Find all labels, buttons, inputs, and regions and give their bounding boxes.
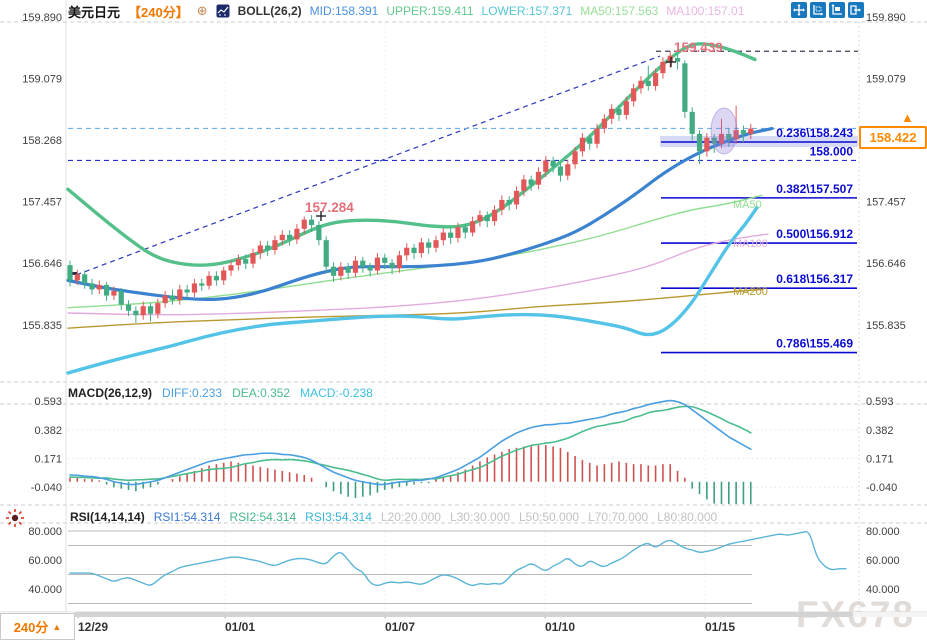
boll-mid-value: MID:158.391 [309,4,379,18]
consolidation-highlight [710,107,738,155]
rsi-l30-value: L30:30.000 [449,510,510,524]
svg-text:159.890: 159.890 [22,12,62,24]
svg-text:-0.040: -0.040 [31,482,62,494]
svg-text:40.000: 40.000 [28,584,62,596]
timeframe-label: 240分 [13,620,49,635]
svg-text:157.284: 157.284 [305,200,354,215]
time-scrollbar-track[interactable] [0,612,927,617]
rsi-l50-value: L50:50.000 [519,510,580,524]
price-up-arrow-icon: ▲ [901,110,914,125]
svg-text:159.439: 159.439 [674,40,723,55]
macd-hist-value: MACD:-0.238 [300,386,373,400]
svg-text:156.646: 156.646 [22,258,62,270]
pan-icon[interactable] [791,2,807,18]
svg-text:60.000: 60.000 [866,555,900,567]
svg-text:0.171: 0.171 [866,454,894,466]
timeframe-badge[interactable]: 【240分】 [128,4,189,20]
rsi2-value: RSI2:54.314 [229,510,297,524]
svg-text:0.236\158.243: 0.236\158.243 [776,126,853,140]
svg-text:0.382: 0.382 [34,425,62,437]
macd-lines [69,399,752,486]
svg-text:155.835: 155.835 [866,320,906,332]
svg-text:0.593: 0.593 [34,396,62,408]
svg-text:60.000: 60.000 [28,555,62,567]
link-icon[interactable]: ⊕ [196,3,208,18]
svg-text:158.000: 158.000 [810,144,854,158]
swing-annotations: 159.439 157.284 [305,40,723,221]
symbol-name: 美元日元 [68,4,121,20]
svg-text:155.835: 155.835 [22,320,62,332]
rsi-header: RSI(14,14,14) RSI1:54.314 RSI2:54.314 RS… [70,510,717,524]
rsi1-value: RSI1:54.314 [153,510,221,524]
svg-text:0.593: 0.593 [866,396,894,408]
timeframe-dropdown-arrow-icon: ▲ [52,621,62,632]
alert-icon[interactable] [4,507,26,534]
ma100-value: MA100:157.01 [666,4,745,18]
time-scrollbar-handle[interactable] [74,612,853,617]
svg-text:MA200: MA200 [733,286,768,298]
chart-header: 美元日元 【240分】 ⊕ BOLL(26,2) MID:158.391 UPP… [68,0,744,22]
current-price-marker: 158.422 [859,126,927,149]
axis-labels: 159.890159.890159.079159.079158.268158.2… [22,12,906,596]
svg-text:156.646: 156.646 [866,258,906,270]
overlay-lines: MA50 MA100 MA200 [66,42,774,375]
boll-indicator-label[interactable]: BOLL(26,2) [237,4,302,18]
ma50-value: MA50:157.563 [580,4,659,18]
rsi-l80-value: L80:80.000 [657,510,718,524]
rsi-l70-value: L70:70.000 [588,510,649,524]
x-axis-date: 01/01 [225,620,256,634]
svg-text:MA50: MA50 [733,199,762,211]
rsi-title[interactable]: RSI(14,14,14) [70,510,145,524]
svg-text:157.457: 157.457 [866,197,906,209]
x-axis-date: 01/15 [705,620,736,634]
macd-header: MACD(26,12,9) DIFF:0.233 DEA:0.352 MACD:… [68,386,373,400]
svg-text:0.786\155.469: 0.786\155.469 [776,337,853,351]
rsi3-value: RSI3:54.314 [305,510,372,524]
y-axis-scale-icon[interactable] [829,2,845,18]
fibonacci-levels[interactable]: 0.236\158.243 0.382\157.507 0.500\156.912 0… [661,126,857,354]
svg-text:159.079: 159.079 [22,74,62,86]
svg-text:0.382: 0.382 [866,425,894,437]
macd-title[interactable]: MACD(26,12,9) [68,386,153,400]
svg-text:0.618\156.317: 0.618\156.317 [776,272,853,286]
x-axis-date: 12/29 [78,620,109,634]
svg-text:MA100: MA100 [733,238,768,250]
boll-lower-value: LOWER:157.371 [481,4,573,18]
boll-upper-value: UPPER:159.411 [386,4,474,18]
svg-text:80.000: 80.000 [28,526,62,538]
svg-text:0.382\157.507: 0.382\157.507 [776,182,853,196]
svg-text:0.500\156.912: 0.500\156.912 [776,227,853,241]
grid [0,0,927,618]
macd-dea-value: DEA:0.352 [232,386,291,400]
svg-text:-0.040: -0.040 [866,482,897,494]
macd-diff-value: DIFF:0.233 [162,386,223,400]
x-axis-date: 01/07 [385,620,416,634]
svg-text:159.890: 159.890 [866,12,906,24]
rsi-line [69,531,847,587]
svg-text:158.268: 158.268 [22,135,62,147]
candlestick-series [67,51,754,323]
x-axis-date: 01/10 [545,620,576,634]
kline-style-icon[interactable] [216,4,230,18]
svg-text:157.457: 157.457 [22,197,62,209]
svg-text:159.079: 159.079 [866,74,906,86]
rsi-l20-value: L20:20.000 [380,510,441,524]
macd-histogram [69,445,752,504]
x-axis-scale-icon[interactable] [810,2,826,18]
svg-text:40.000: 40.000 [866,584,900,596]
svg-text:80.000: 80.000 [866,526,900,538]
timeframe-selector[interactable]: 240分 ▲ [0,613,75,640]
chart-toolbar [791,2,864,18]
exit-chart-icon[interactable] [848,2,864,18]
svg-text:0.171: 0.171 [34,454,62,466]
